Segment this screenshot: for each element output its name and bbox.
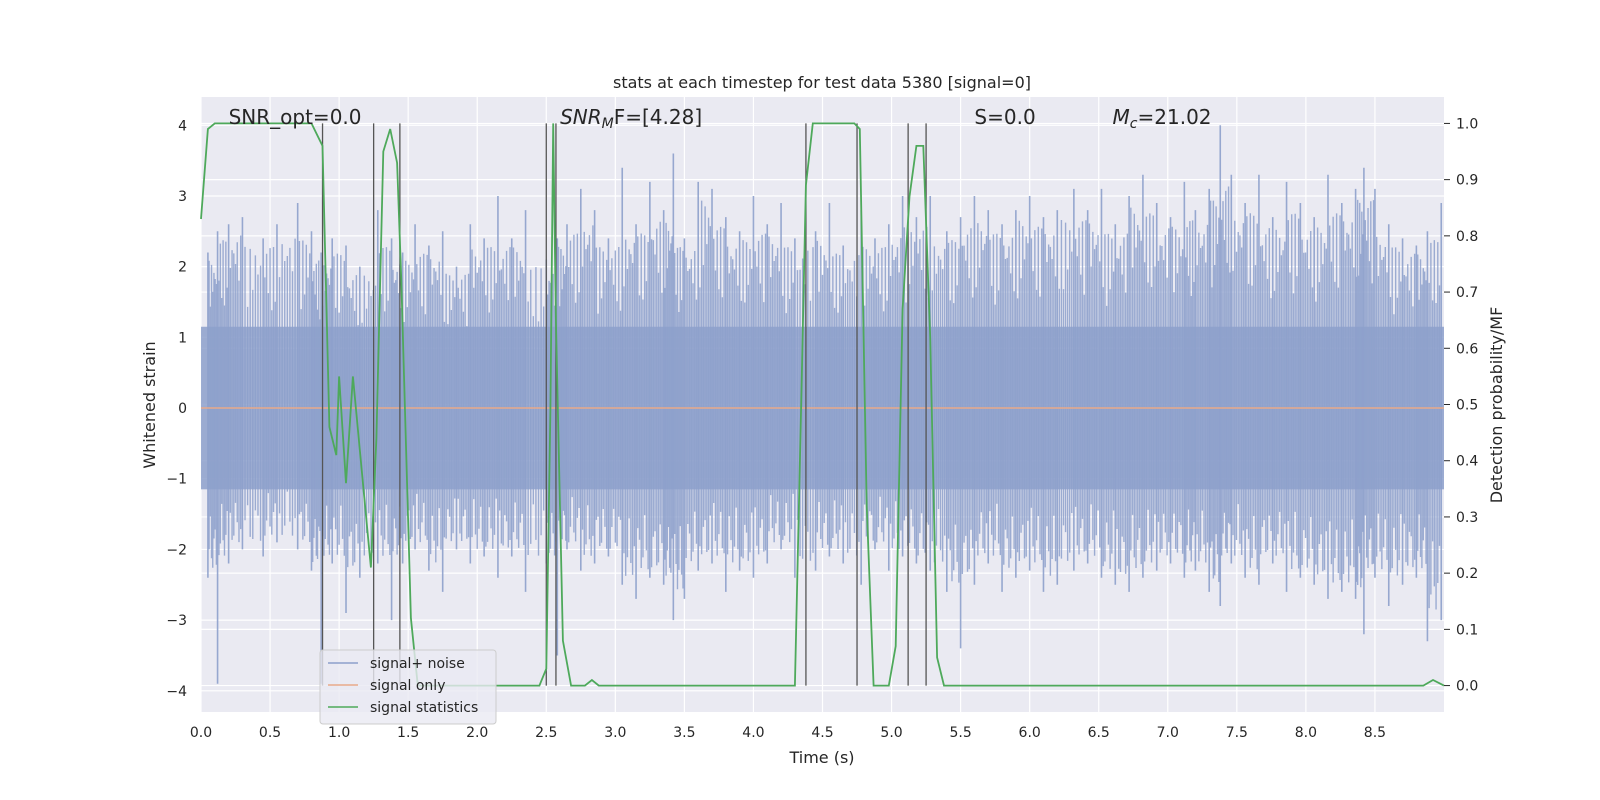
- x-tick-label: 3.0: [604, 725, 626, 741]
- y-tick-label: −2: [166, 542, 187, 558]
- x-tick-labels: 0.0 0.5 1.0 1.5 2.0 2.5 3.0 3.5 4.0 4.5 5.0 5.5 6.0 6…: [190, 725, 1386, 741]
- y-tick-label: 2: [178, 260, 187, 276]
- noise-series: [201, 125, 1444, 684]
- y-axis-label: Whitened strain: [140, 341, 159, 468]
- legend-box: [319, 649, 497, 725]
- y2-tick-label: 0.9: [1456, 173, 1478, 189]
- annotation-text: S=0.0: [974, 105, 1035, 129]
- y-tick-label: 1: [178, 330, 187, 346]
- y2-tick-label: 0.8: [1456, 229, 1478, 245]
- x-axis-label: Time (s): [788, 748, 854, 767]
- y2-tick-label: 0.0: [1456, 679, 1478, 695]
- legend-label-signal-only: signal only: [370, 678, 445, 694]
- x-tick-label: 0.0: [190, 725, 212, 741]
- y2-axis-label: Detection probability/MF: [1487, 307, 1506, 504]
- x-tick-label: 2.5: [535, 725, 557, 741]
- x-tick-label: 1.0: [328, 725, 350, 741]
- legend-label-statistics: signal statistics: [370, 700, 478, 716]
- x-tick-label: 7.0: [1157, 725, 1179, 741]
- y2-tick-label: 0.4: [1456, 454, 1478, 470]
- y-tick-label: 3: [178, 189, 187, 205]
- y2-tick-labels: 1.0 0.9 0.8 0.7 0.6 0.5 0.4 0.3 0.2 0.1 0.0: [1444, 116, 1478, 695]
- x-tick-label: 6.0: [1019, 725, 1041, 741]
- x-tick-label: 1.5: [397, 725, 419, 741]
- statistics-series: [200, 122, 1445, 687]
- annotations: SNR_opt=0.0 SNRMF=[4.28] S=0.0 Mc=21.02: [229, 105, 1212, 132]
- y2-tick-label: 0.5: [1456, 398, 1478, 414]
- y-tick-label: −1: [166, 472, 187, 488]
- x-tick-label: 7.5: [1226, 725, 1248, 741]
- y2-tick-label: 0.2: [1456, 566, 1478, 582]
- y-tick-label: −3: [166, 613, 187, 629]
- y2-tick-label: 0.1: [1456, 622, 1478, 638]
- x-tick-label: 4.5: [811, 725, 833, 741]
- y-tick-label: 4: [178, 118, 187, 134]
- y2-tick-label: 0.7: [1456, 285, 1478, 301]
- x-tick-label: 8.0: [1295, 725, 1317, 741]
- y2-tick-label: 1.0: [1456, 116, 1478, 132]
- x-tick-label: 8.5: [1364, 725, 1386, 741]
- chart-title: stats at each timestep for test data 538…: [613, 73, 1031, 92]
- annotation-text: SNR_opt=0.0: [229, 105, 362, 129]
- statistics-line: [200, 122, 1445, 687]
- x-tick-label: 6.5: [1088, 725, 1110, 741]
- annotation-text: SNRMF=[4.28]: [560, 105, 702, 132]
- legend: signal+ noise signal only signal statist…: [319, 649, 497, 725]
- x-tick-label: 5.5: [949, 725, 971, 741]
- y2-tick-label: 0.6: [1456, 341, 1478, 357]
- x-tick-label: 5.0: [880, 725, 902, 741]
- y-tick-labels: 4 3 2 1 0 −1 −2 −3 −4: [166, 118, 187, 700]
- y2-tick-label: 0.3: [1456, 510, 1478, 526]
- x-tick-label: 3.5: [673, 725, 695, 741]
- legend-label-noise: signal+ noise: [370, 656, 465, 672]
- x-tick-label: 4.0: [742, 725, 764, 741]
- annotation-text: Mc=21.02: [1113, 105, 1212, 132]
- y-tick-label: 0: [178, 401, 187, 417]
- y-tick-label: −4: [166, 684, 187, 700]
- x-tick-label: 2.0: [466, 725, 488, 741]
- x-tick-label: 0.5: [259, 725, 281, 741]
